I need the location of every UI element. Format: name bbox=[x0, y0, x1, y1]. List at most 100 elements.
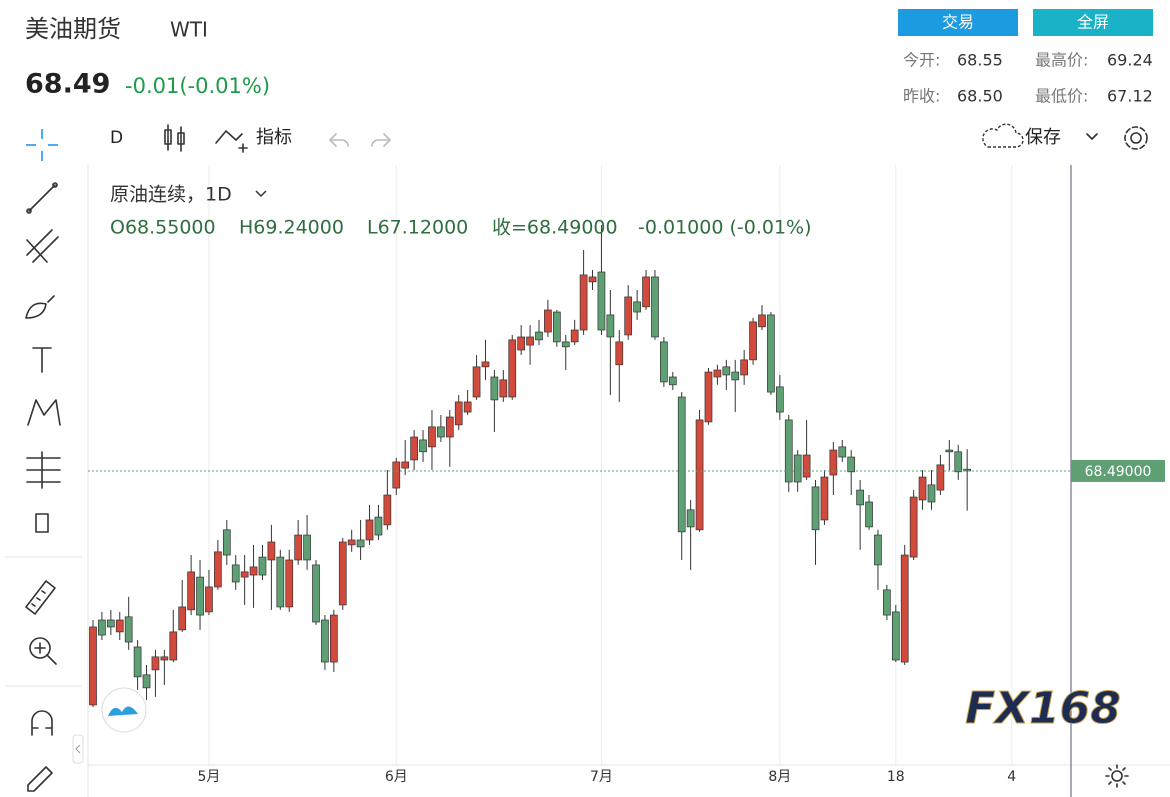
stat-label: 最高价: bbox=[1035, 51, 1088, 70]
fullscreen-button[interactable] bbox=[1033, 9, 1153, 36]
candle-body bbox=[945, 449, 954, 453]
candle-body bbox=[303, 534, 311, 561]
fullscreen-button-label[interactable]: 全屏 bbox=[1077, 13, 1109, 32]
trade-button-label[interactable]: 交易 bbox=[942, 13, 974, 32]
candle-body bbox=[651, 276, 659, 338]
candle-body bbox=[178, 606, 187, 631]
candle-body bbox=[374, 516, 383, 536]
candle-body bbox=[267, 541, 276, 561]
candle-body bbox=[535, 331, 543, 341]
candle-body bbox=[383, 494, 392, 526]
interval[interactable]: D bbox=[110, 128, 123, 148]
candle-body bbox=[517, 336, 526, 351]
indicator-icon[interactable] bbox=[215, 130, 248, 153]
candle-body bbox=[481, 361, 490, 368]
candle-body bbox=[758, 314, 766, 328]
candle-body bbox=[419, 439, 427, 453]
legend-title: 原油连续，1D bbox=[110, 184, 232, 206]
candle-body bbox=[588, 276, 597, 283]
x-tick-label: 6月 bbox=[385, 769, 408, 785]
candle-body bbox=[668, 376, 677, 386]
title: 美油期货 bbox=[25, 15, 121, 43]
candle-body bbox=[802, 454, 811, 478]
candle-body bbox=[749, 321, 757, 361]
candle-body bbox=[677, 396, 686, 533]
candle-body bbox=[356, 539, 365, 548]
cloud-icon[interactable] bbox=[982, 123, 1024, 148]
candle-body bbox=[740, 359, 749, 376]
candle-body bbox=[276, 556, 285, 608]
candle-body bbox=[133, 646, 142, 678]
candle-body bbox=[829, 449, 838, 476]
candle-body bbox=[597, 271, 606, 331]
collapse-button[interactable] bbox=[72, 734, 84, 764]
candle-body bbox=[106, 619, 115, 628]
indicators[interactable]: 指标 bbox=[256, 127, 292, 148]
trade-button[interactable] bbox=[898, 9, 1018, 36]
candle-body bbox=[900, 554, 909, 663]
x-tick-label: 5月 bbox=[197, 769, 220, 785]
chart-type-icon[interactable] bbox=[164, 124, 185, 152]
candle-body bbox=[89, 626, 97, 706]
legend-menu[interactable] bbox=[255, 190, 267, 198]
logo-icon bbox=[108, 706, 138, 716]
candle-body bbox=[437, 426, 445, 438]
candle-body bbox=[784, 419, 793, 483]
candle-body bbox=[838, 446, 847, 458]
stat-label: 最低价: bbox=[1035, 87, 1088, 106]
save[interactable]: 保存 bbox=[1025, 127, 1061, 148]
stat-value: 68.50 bbox=[957, 87, 1003, 106]
legend-change: -0.01000 (-0.01%) bbox=[638, 217, 812, 239]
candle-body bbox=[214, 551, 222, 588]
candle-body bbox=[445, 416, 454, 438]
candle-body bbox=[731, 371, 740, 381]
candle-body bbox=[169, 631, 178, 661]
candle-body bbox=[704, 371, 713, 423]
candle-body bbox=[312, 564, 320, 623]
candle-body bbox=[615, 341, 624, 366]
settings-icon[interactable] bbox=[1124, 126, 1148, 150]
candle-body bbox=[526, 336, 534, 346]
candle-body bbox=[606, 314, 615, 338]
candle-body bbox=[329, 614, 338, 663]
candle-body bbox=[321, 619, 329, 663]
candle-body bbox=[963, 468, 972, 472]
candle-body bbox=[428, 426, 436, 448]
stat-value: 69.24 bbox=[1107, 51, 1153, 70]
candle-body bbox=[775, 386, 784, 413]
candle-body bbox=[258, 556, 267, 576]
candle-body bbox=[767, 314, 775, 393]
candle-body bbox=[285, 559, 294, 608]
candle-body bbox=[401, 461, 410, 469]
candle-body bbox=[365, 519, 374, 541]
save-menu[interactable] bbox=[1086, 133, 1098, 140]
candle-body bbox=[856, 489, 864, 506]
candle-body bbox=[713, 369, 722, 378]
candle-body bbox=[454, 401, 463, 426]
legend-high: H69.24000 bbox=[239, 217, 344, 239]
crosshair-tool[interactable] bbox=[26, 129, 58, 161]
stat-label: 昨收: bbox=[903, 87, 940, 106]
watermark: FX168 bbox=[965, 683, 1121, 734]
plot: 5月 6月 7月 8月 18 4 bbox=[88, 165, 1071, 785]
candle-body bbox=[660, 341, 668, 383]
time-settings[interactable] bbox=[1105, 764, 1129, 788]
candle-body bbox=[811, 486, 820, 531]
legend-close: 收=68.49000 bbox=[492, 217, 618, 239]
candle-body bbox=[124, 616, 133, 643]
candle-body bbox=[160, 656, 169, 661]
x-tick-label: 4 bbox=[1007, 769, 1016, 785]
candle-body bbox=[874, 534, 882, 566]
symbol: WTI bbox=[170, 18, 208, 42]
candle-body bbox=[499, 379, 508, 398]
candle-body bbox=[927, 484, 936, 503]
candle-body bbox=[151, 656, 160, 671]
candle-body bbox=[954, 451, 963, 473]
stat-value: 68.55 bbox=[957, 51, 1003, 70]
candle-body bbox=[624, 296, 633, 336]
candle-body bbox=[820, 476, 829, 521]
candle-body bbox=[883, 589, 891, 616]
candle-body bbox=[222, 529, 231, 556]
undo-redo[interactable] bbox=[329, 133, 391, 147]
drawing-tools[interactable] bbox=[25, 182, 61, 792]
